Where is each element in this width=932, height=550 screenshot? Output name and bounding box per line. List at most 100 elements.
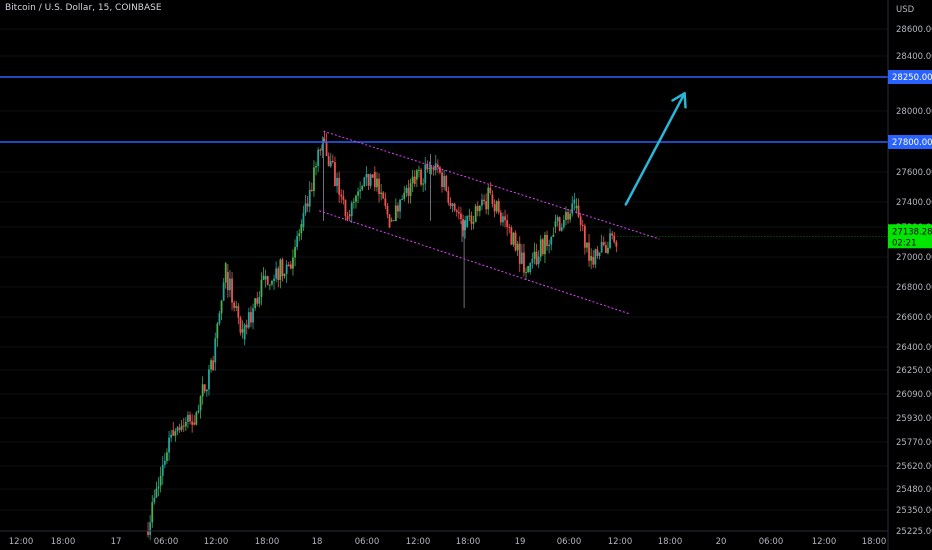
y-tick-label: 25930.00 [896,414,932,424]
candle-body [298,233,301,237]
x-tick-label: 12:00 [812,537,837,547]
candle-body [193,422,196,425]
candle-body [260,279,263,298]
candle-body [237,306,240,318]
candle-body [208,369,210,390]
candle-body [478,205,481,212]
candle-body [201,384,204,397]
candle-body [216,323,219,339]
candle-body [445,175,448,191]
candle-body [607,247,609,253]
x-tick-label: 18:00 [658,537,683,547]
candle-body [161,464,164,476]
candle-body [520,252,523,264]
candle-body [292,257,294,269]
candle-body [441,172,443,187]
candle-body [174,431,177,436]
arrow-shaft [624,92,686,206]
candle-body [472,222,475,224]
hline-price-tag [888,135,932,149]
candle-body [560,227,563,231]
candle-body [527,265,530,273]
candle-body [424,164,427,184]
candle-body [283,273,286,277]
candle-body [420,169,422,185]
candle-body [285,264,288,274]
x-tick-label: 17 [111,537,122,547]
candle-body [531,258,534,264]
candle-body [151,502,154,523]
candle-body [252,308,254,323]
chart-title: Bitcoin / U.S. Dollar, 15, COINBASE [5,3,162,13]
candle-body [432,167,435,171]
candle-body [388,214,391,228]
candle-body [600,242,603,253]
candle-body [565,211,567,221]
candle-body [373,172,376,188]
y-tick-label: 28000.00 [896,107,932,117]
candle-body [352,201,355,203]
candle-body [250,312,252,323]
candle-body [550,236,553,245]
arrow-head [671,92,686,102]
candle-body [428,168,431,170]
y-tick-label: 28400.00 [896,52,932,62]
candle-body [376,178,378,188]
y-tick-label: 26600.00 [896,313,932,323]
candle-body [334,162,336,187]
candle-body [308,189,311,207]
candle-body [504,216,506,221]
candle-body [483,199,485,202]
candle-body [546,234,548,247]
channel-lower-line [319,210,631,315]
candle-body [409,183,412,196]
candle-body [544,234,546,255]
candle-body [338,177,341,195]
candle-body [583,225,586,248]
candle-body [403,192,406,200]
x-tick-label: 06:00 [154,537,179,547]
candle-body [363,177,366,187]
candle-body [569,213,572,220]
candle-body [302,213,305,227]
candle-body [277,268,280,280]
candle-body [556,217,559,222]
candle-body [229,278,231,291]
candle-body [166,452,168,461]
candle-body [197,410,200,413]
y-tick-label: 27600.00 [896,168,932,178]
candle-body [247,312,250,328]
candle-body [548,244,551,247]
candle-body [541,239,544,255]
candle-body [516,243,519,251]
candle-body [497,201,500,213]
candle-body [243,324,246,340]
candle-body [294,247,296,258]
candle-body [359,189,362,192]
x-tick-label: 20 [716,537,727,547]
x-tick-label: 12:00 [608,537,633,547]
candle-body [411,176,414,184]
candle-body [447,190,450,203]
candle-body [413,176,416,185]
candle-body [329,160,332,167]
candle-body [321,144,324,151]
candle-body [523,252,525,273]
candle-body [474,206,477,223]
candle-body [418,169,420,171]
candle-body [602,242,605,246]
candle-body [369,174,372,186]
channel-upper-line [323,130,660,240]
descending-channel [319,130,660,315]
time-axis[interactable]: 12:00 18:00 17 06:00 12:00 18:00 18 06:00 12:00 1… [0,530,888,547]
candle-body [430,167,433,169]
candle-body [460,213,462,220]
y-tick-label: 25620.00 [896,462,932,472]
candle-body [233,302,236,308]
candle-body [325,141,328,157]
candle-body [382,192,385,199]
candle-body [212,360,215,371]
candle-body [355,195,357,202]
